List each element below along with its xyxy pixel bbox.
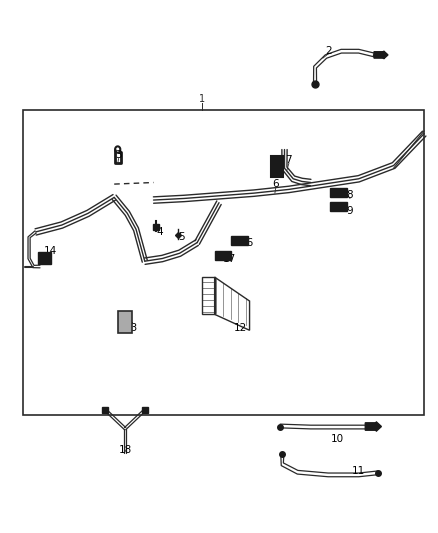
Text: 4: 4	[157, 227, 163, 237]
Text: 16: 16	[241, 238, 254, 247]
Text: 17: 17	[223, 254, 237, 263]
Text: 10: 10	[330, 434, 343, 445]
Bar	[22, 110, 424, 415]
Text: 12: 12	[234, 322, 247, 333]
Text: 13: 13	[125, 322, 138, 333]
Text: 3: 3	[115, 150, 122, 160]
Bar	[330, 201, 347, 211]
Text: 8: 8	[346, 190, 353, 200]
Text: 7: 7	[286, 155, 292, 165]
Bar	[271, 156, 283, 177]
Bar	[330, 188, 347, 197]
FancyArrow shape	[374, 51, 388, 59]
Bar	[215, 251, 231, 260]
Text: 14: 14	[44, 246, 57, 255]
Bar	[118, 311, 132, 333]
FancyArrow shape	[365, 422, 381, 431]
Text: 18: 18	[119, 445, 132, 455]
Bar	[38, 252, 51, 264]
Text: 1: 1	[198, 94, 205, 104]
Text: 2: 2	[325, 46, 332, 56]
Text: 5: 5	[179, 232, 185, 243]
Bar	[231, 236, 248, 245]
Text: 9: 9	[346, 206, 353, 216]
Text: 6: 6	[272, 179, 279, 189]
Text: 11: 11	[352, 466, 365, 476]
